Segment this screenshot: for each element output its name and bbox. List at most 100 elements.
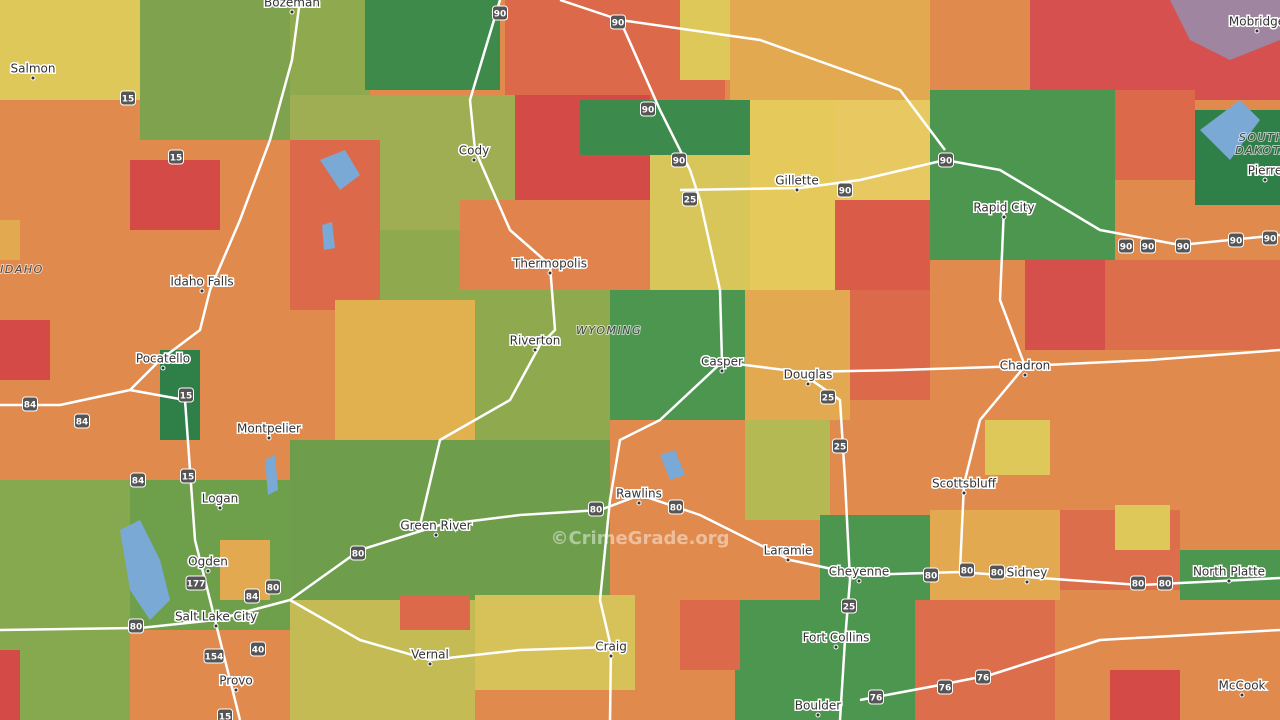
highway-number: 84 (132, 477, 145, 487)
highway-number: 25 (684, 196, 697, 206)
highway-number: 76 (870, 694, 883, 704)
city-dot (805, 381, 811, 387)
highway-shield (1140, 238, 1156, 254)
highway-shield (203, 648, 225, 664)
highway-number: 90 (1142, 243, 1155, 253)
highway-shield (832, 438, 848, 454)
highway-number: 15 (182, 473, 195, 483)
highway-number: 84 (76, 418, 89, 428)
region (750, 100, 835, 290)
highway-shield (588, 501, 604, 517)
highway-shield (975, 669, 991, 685)
city-label: Bozeman (264, 0, 320, 10)
highway-number: 80 (925, 572, 938, 582)
city-label: Sidney (1007, 566, 1048, 580)
lake (1200, 100, 1260, 160)
highway-number: 15 (122, 95, 135, 105)
state-label: SOUTH (1239, 131, 1280, 144)
city-label: Fort Collins (803, 631, 870, 645)
state-label: WYOMING (576, 324, 642, 337)
city-dot (199, 288, 205, 294)
region (1115, 90, 1195, 180)
region (850, 290, 930, 400)
highway-number: 80 (961, 567, 974, 577)
city-label: Chadron (1000, 359, 1051, 373)
region (835, 200, 930, 290)
city-dot (205, 568, 211, 574)
highway-shield (1262, 230, 1278, 246)
city-label: Montpelier (237, 422, 301, 436)
region (475, 595, 635, 690)
city-label: Green River (400, 519, 471, 533)
region (930, 90, 1115, 260)
region (610, 520, 820, 600)
highway-shield (668, 499, 684, 515)
lake (265, 455, 278, 495)
highway-shield (128, 618, 144, 634)
city-dot (785, 557, 791, 563)
city-dot (266, 435, 272, 441)
city-label: Cheyenne (829, 565, 889, 579)
highway-shield (350, 545, 366, 561)
highway-number: 15 (180, 392, 193, 402)
road (799, 348, 1280, 374)
road (418, 0, 557, 526)
city-label: Salt Lake City (175, 610, 257, 624)
city-dot (532, 347, 538, 353)
highway-number: 80 (590, 506, 603, 516)
highway-shield (217, 708, 233, 720)
highway-shield (265, 579, 281, 595)
highway-shield (671, 152, 687, 168)
city-dot (471, 157, 477, 163)
highway-shield (682, 191, 698, 207)
road (619, 18, 946, 151)
region (680, 600, 740, 670)
lake (120, 520, 170, 620)
watermark: ©CrimeGrade.org (550, 528, 729, 549)
lake (320, 150, 360, 190)
highway-shields: 90 90 15 15 90 90 90 90 25 90 90 90 90 90 25 25 15 84 84 15… (22, 5, 1278, 720)
highway-shield (1118, 238, 1134, 254)
city-dot (160, 365, 166, 371)
city-dot (233, 687, 239, 693)
highway-number: 154 (205, 653, 224, 663)
highway-number: 90 (673, 157, 686, 167)
city-label: Pocatello (136, 352, 190, 366)
highway-number: 84 (24, 401, 37, 411)
city-dot (856, 578, 862, 584)
highway-number: 25 (822, 394, 835, 404)
highway-number: 80 (670, 504, 683, 514)
highway-number: 90 (1177, 243, 1190, 253)
highway-shield (923, 567, 939, 583)
city-dot (1262, 177, 1268, 183)
city-dot (1001, 214, 1007, 220)
city-dot (1239, 692, 1245, 698)
region (0, 0, 140, 100)
highway-number: 80 (267, 584, 280, 594)
road (958, 207, 1027, 571)
highway-number: 90 (940, 157, 953, 167)
region (930, 0, 1030, 90)
region (1105, 260, 1280, 350)
highway-number: 80 (991, 569, 1004, 579)
highway-shield (244, 588, 260, 604)
highway-number: 76 (939, 684, 952, 694)
city-dot (427, 661, 433, 667)
region (820, 515, 930, 615)
city-label: Salmon (11, 62, 56, 76)
city-label: Casper (701, 355, 743, 369)
city-dot (608, 653, 614, 659)
city-label: McCook (1219, 679, 1266, 693)
region (460, 200, 650, 290)
region (1115, 505, 1170, 550)
city-dot (30, 75, 36, 81)
highway-number: 25 (834, 443, 847, 453)
highway-shield (74, 413, 90, 429)
city-dot (217, 505, 223, 511)
highway-number: 90 (1264, 235, 1277, 245)
highway-number: 90 (839, 187, 852, 197)
city-label: Thermopolis (512, 257, 587, 271)
water (120, 0, 1280, 620)
